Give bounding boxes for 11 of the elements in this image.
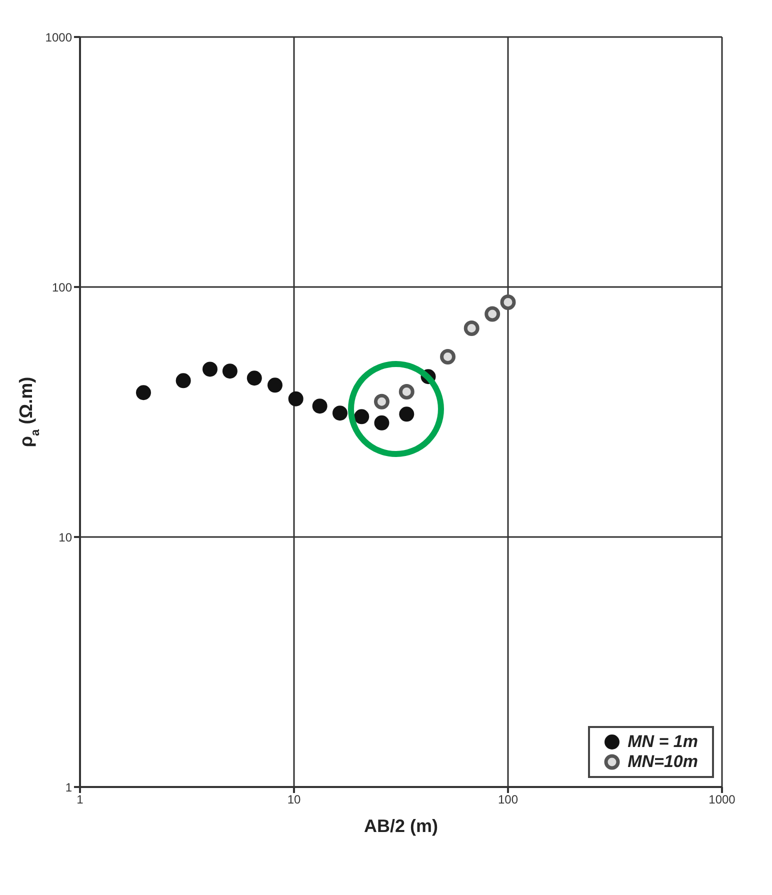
y-tick-label: 1000 — [45, 30, 72, 44]
x-tick-label: 10 — [287, 792, 301, 807]
x-tick-label: 1000 — [708, 792, 736, 807]
x-tick-label: 100 — [498, 792, 518, 807]
y-tick-label: 100 — [52, 280, 72, 294]
legend-label: MN=10m — [628, 752, 698, 772]
x-axis-title: AB/2 (m) — [364, 816, 438, 836]
legend-label: MN = 1m — [628, 732, 698, 752]
y-tick-label: 1 — [65, 780, 72, 794]
y-tick-label: 10 — [58, 530, 72, 544]
x-tick-label: 1 — [76, 792, 84, 807]
